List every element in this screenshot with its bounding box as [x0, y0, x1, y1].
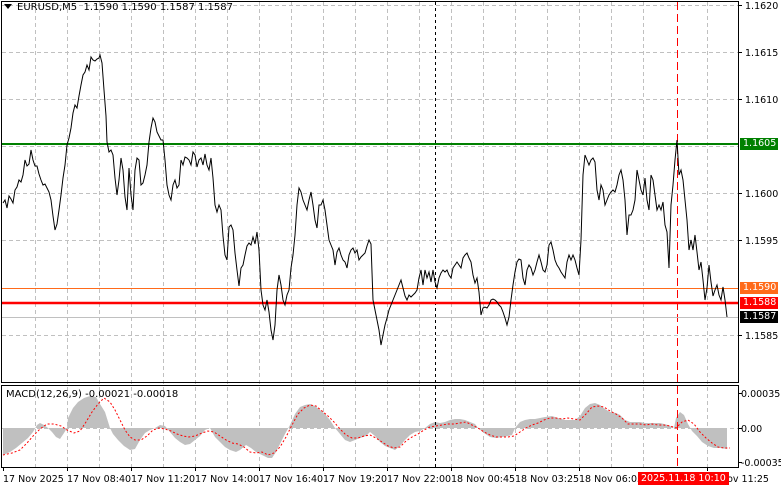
- price-tick: 1.1620: [745, 1, 778, 12]
- collapse-triangle-icon[interactable]: [4, 4, 12, 9]
- time-tick: 17 Nov 08:40: [67, 474, 131, 485]
- time-tick: 18 Nov 06:05: [579, 474, 643, 485]
- price-tag-green: 1.1605: [740, 138, 778, 150]
- macd-signal-line: [2, 397, 730, 456]
- macd-tick: -0.00035: [741, 458, 781, 469]
- price-tick: 1.1600: [745, 189, 778, 200]
- time-tick: 17 Nov 14:00: [195, 474, 259, 485]
- time-tick: 17 Nov 19:20: [323, 474, 387, 485]
- price-tag-current: 1.1587: [740, 311, 778, 323]
- time-tick: 17 Nov 16:40: [259, 474, 323, 485]
- price-tick: 1.1585: [745, 331, 778, 342]
- macd-pane-frame: [1, 385, 739, 468]
- chart-header: EURUSD,M5 1.1590 1.1590 1.1587 1.1587: [4, 2, 233, 13]
- macd-tick: 0.00035: [741, 389, 780, 400]
- ohlc-values: 1.1590 1.1590 1.1587 1.1587: [83, 2, 233, 13]
- macd-axis: 0.00035 0.00 -0.00035: [741, 389, 781, 469]
- time-tag-highlight: 2025.11.18 10:10: [638, 472, 729, 485]
- macd-histogram: [3, 396, 727, 458]
- price-axis: 1.1620 1.1615 1.1610 1.1600 1.1595 1.158…: [745, 1, 778, 342]
- main-pane-frame: [1, 1, 739, 383]
- macd-label: MACD(12,26,9) -0.00021 -0.00018: [6, 389, 179, 400]
- time-tick: 17 Nov 11:20: [131, 474, 195, 485]
- time-tick: 18 Nov 00:45: [451, 474, 515, 485]
- symbol-label: EURUSD,M5: [17, 2, 78, 13]
- price-tick: 1.1615: [745, 48, 778, 59]
- time-tick: 17 Nov 2025: [3, 474, 64, 485]
- macd-tick: 0.00: [741, 424, 762, 435]
- time-tick: 18 Nov 03:25: [515, 474, 579, 485]
- time-tick: 17 Nov 22:00: [387, 474, 451, 485]
- price-tag-orange: 1.1590: [740, 282, 778, 294]
- time-tick: Nov 11:25: [720, 474, 769, 485]
- time-axis: 17 Nov 2025 17 Nov 08:40 17 Nov 11:20 17…: [3, 474, 769, 485]
- price-tag-red: 1.1588: [740, 297, 778, 309]
- price-line: [2, 53, 728, 346]
- price-tick: 1.1610: [745, 95, 778, 106]
- price-tick: 1.1595: [745, 236, 778, 247]
